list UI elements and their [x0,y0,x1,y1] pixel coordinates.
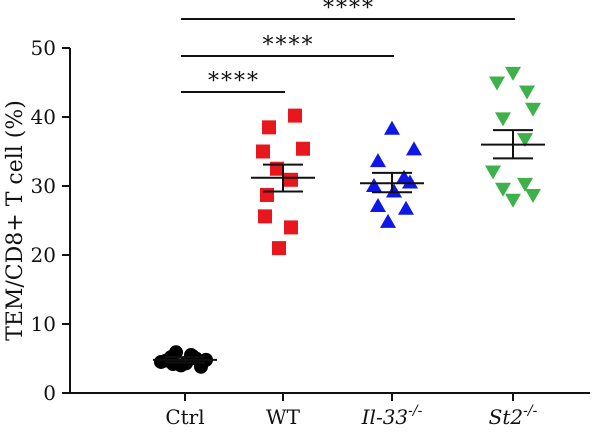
data-point [517,177,533,192]
y-tick-label: 50 [31,36,56,60]
data-point [370,198,386,213]
data-point [288,108,302,123]
significance-label: **** [208,69,260,94]
significance-label: **** [323,0,375,21]
data-point [505,193,521,208]
data-point [262,120,276,135]
y-axis-label: TEM/CD8+ T cell (%) [3,100,28,341]
data-point [260,187,274,202]
data-point [366,178,382,192]
data-point [384,120,400,135]
data-point [485,165,501,180]
x-tick-label: Ctrl [165,405,204,429]
data-point [256,144,270,159]
data-point [258,209,272,224]
data-point [284,172,298,187]
data-point [284,220,298,235]
significance-label: **** [263,33,315,58]
data-point [296,141,310,156]
data-point [495,112,511,127]
data-point [169,345,183,360]
data-point [370,153,386,168]
data-point [402,174,418,189]
y-tick-label: 0 [43,381,56,405]
y-tick-label: 10 [31,312,56,336]
data-point [495,182,511,197]
data-point [406,141,422,156]
x-tick-label: St2-/- [489,403,538,429]
data-point [519,85,535,100]
data-point [489,76,505,91]
data-point [380,213,396,228]
y-tick-label: 20 [31,243,56,267]
x-tick-label: WT [266,405,301,429]
x-tick-label: Il-33-/- [361,403,423,429]
y-tick-label: 30 [31,174,56,198]
data-point [272,241,286,256]
data-point [398,200,414,215]
data-point [386,183,402,198]
data-point [517,133,533,148]
data-point [525,188,541,203]
data-point [525,102,541,117]
data-point [505,66,521,81]
y-tick-label: 40 [31,105,56,129]
